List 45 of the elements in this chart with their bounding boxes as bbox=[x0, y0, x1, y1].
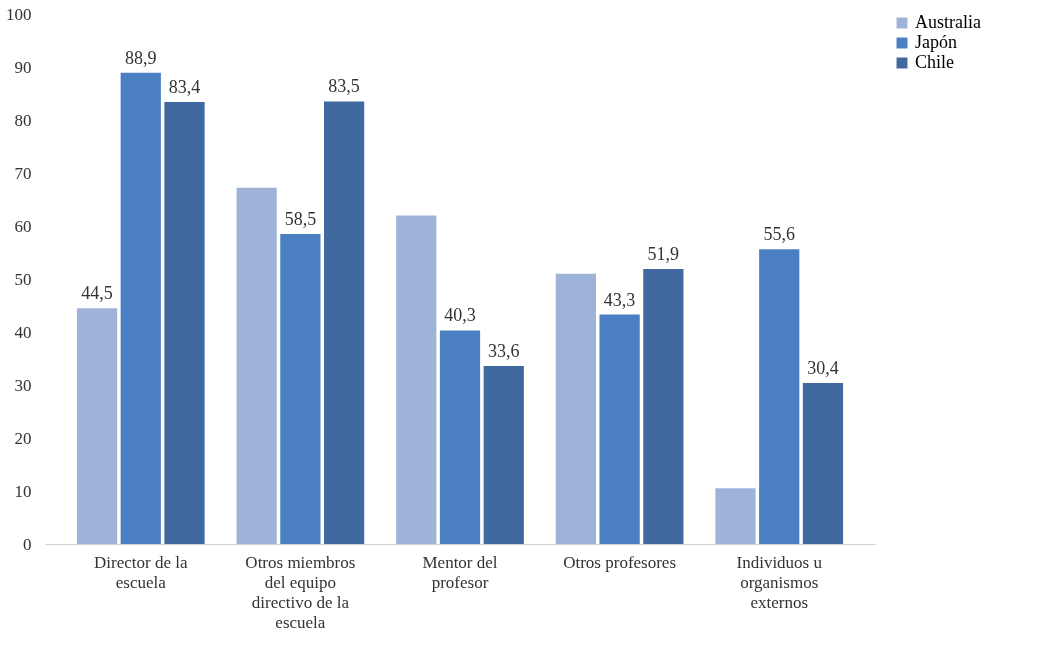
bar bbox=[396, 215, 437, 544]
data-label: 30,4 bbox=[807, 357, 839, 378]
data-label: 43,3 bbox=[603, 289, 636, 310]
y-tick-label: 80 bbox=[14, 110, 32, 130]
y-tick-label: 50 bbox=[14, 269, 32, 289]
data-label: 33,6 bbox=[487, 340, 520, 361]
data-label: 83,4 bbox=[168, 76, 201, 97]
data-label: 44,5 bbox=[81, 283, 113, 304]
y-tick-label: 100 bbox=[6, 4, 32, 24]
data-label: 51,9 bbox=[647, 243, 680, 264]
y-tick-label: 0 bbox=[23, 534, 32, 554]
bar bbox=[802, 382, 844, 544]
data-label: 58,5 bbox=[284, 208, 317, 229]
y-tick-label: 90 bbox=[14, 57, 32, 77]
legend-label: Australia bbox=[915, 12, 981, 32]
y-tick-label: 20 bbox=[14, 428, 32, 448]
bar bbox=[643, 268, 684, 544]
legend-label: Chile bbox=[915, 52, 955, 72]
bar bbox=[599, 314, 640, 544]
bar bbox=[715, 488, 756, 544]
data-label: 40,3 bbox=[444, 305, 476, 326]
bar bbox=[164, 101, 205, 544]
bar bbox=[759, 249, 800, 544]
legend-label: Japón bbox=[915, 32, 957, 52]
y-tick-label: 10 bbox=[14, 481, 32, 501]
x-tick-label: Otros miembros del equipo directivo de la escuela bbox=[245, 552, 356, 632]
x-tick-label: Mentor del profesor bbox=[422, 552, 498, 592]
bar bbox=[324, 101, 365, 544]
bar bbox=[439, 330, 481, 544]
x-tick-label: Otros profesores bbox=[563, 552, 677, 572]
y-tick-label: 40 bbox=[14, 322, 32, 342]
bar bbox=[555, 273, 596, 544]
y-tick-label: 30 bbox=[14, 375, 32, 395]
bar bbox=[76, 308, 118, 544]
data-label: 88,9 bbox=[125, 47, 157, 68]
bar bbox=[280, 233, 321, 544]
x-tick-label: Director de la escuela bbox=[94, 552, 188, 592]
data-label: 83,5 bbox=[328, 76, 360, 97]
bar bbox=[236, 187, 277, 544]
y-tick-label: 60 bbox=[14, 216, 32, 236]
x-tick-label: Individuos u organismos externos bbox=[736, 552, 823, 612]
bar bbox=[120, 72, 161, 544]
y-tick-label: 70 bbox=[14, 163, 32, 183]
bar bbox=[483, 365, 524, 544]
data-label: 55,6 bbox=[763, 224, 795, 245]
